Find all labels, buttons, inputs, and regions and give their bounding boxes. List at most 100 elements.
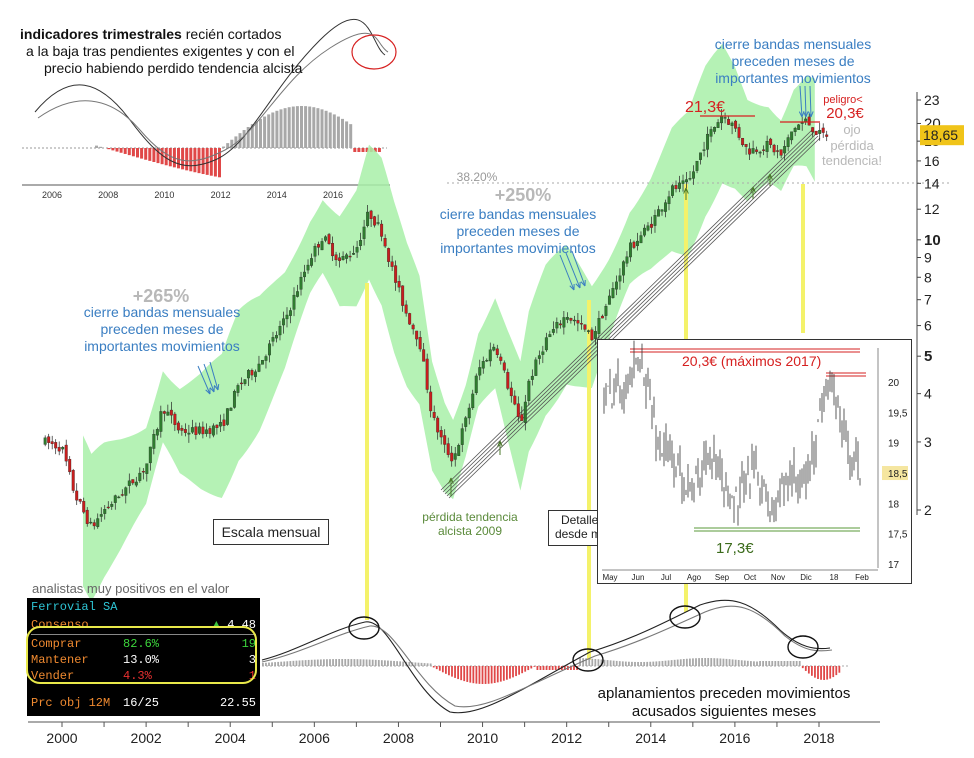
candle-body (103, 509, 107, 514)
quarterly-histogram-bar (197, 148, 201, 174)
oscillator-histogram-bar (826, 666, 829, 680)
oscillator-histogram-bar (573, 666, 575, 670)
oscillator-histogram-bar (740, 660, 743, 666)
oscillator-histogram-bar (524, 666, 527, 672)
candle-body (397, 281, 401, 288)
oscillator-histogram-bar (707, 658, 710, 666)
x-axis-tick-label: 2002 (131, 730, 162, 746)
candle-body (671, 185, 674, 196)
oscillator-histogram-bar (280, 661, 283, 666)
oscillator-histogram-bar (835, 666, 838, 676)
blue-arrow-icon (799, 85, 803, 118)
candle-body (278, 326, 282, 336)
sell-pct: 4.3% (123, 669, 152, 683)
candle-body (807, 116, 811, 126)
quarterly-histogram-bar (279, 109, 283, 148)
blue-arrow-icon (569, 283, 575, 291)
oscillator-histogram-bar (643, 661, 646, 666)
oscillator-histogram-bar (713, 658, 716, 666)
y-axis-tick-label: 10 (924, 232, 941, 249)
candle-body (650, 223, 653, 228)
oscillator-histogram-bar (268, 662, 270, 666)
oscillator-histogram-bar (408, 662, 411, 666)
oscillator-histogram-bar (512, 666, 514, 678)
buy-label: Comprar (31, 637, 82, 651)
candle-body (82, 501, 86, 513)
candle-body (513, 395, 517, 405)
candle-body (246, 370, 250, 379)
analyst-highlight-oval (26, 626, 257, 684)
candle-body (688, 178, 692, 180)
hold-pct: 13.0% (123, 653, 160, 667)
candle-body (120, 494, 124, 496)
oscillator-histogram-bar (563, 666, 566, 670)
candle-body (194, 426, 198, 435)
hold-count: 3 (248, 653, 256, 667)
candle-body (352, 253, 356, 255)
candle-body (394, 265, 398, 283)
candle-body (190, 427, 194, 433)
x-axis-tick-label: 2008 (383, 730, 414, 746)
inset-x-tick-label: Ago (687, 573, 702, 582)
bands-left-line3: importantes movimientos (84, 337, 240, 354)
flattening-circle (787, 635, 819, 659)
inset-y-tick-label: 17,5 (888, 530, 908, 541)
x-axis-tick-label: 2000 (46, 730, 77, 746)
candle-body (716, 122, 720, 128)
candle-body (541, 351, 545, 355)
y-axis-tick-label: 14 (924, 175, 940, 191)
candle-body (618, 275, 622, 282)
candle-body (218, 421, 222, 427)
oscillator-histogram-bar (326, 659, 328, 666)
oscillator-histogram-bar (502, 666, 505, 681)
blue-arrow-icon (209, 361, 219, 391)
blue-arrow-icon (203, 363, 215, 393)
quarterly-histogram-bar (332, 114, 336, 148)
oscillator-histogram-bar (469, 666, 472, 683)
quarterly-histogram-bar (287, 107, 291, 148)
candle-body (748, 148, 752, 155)
oscillator-histogram-bar (612, 660, 615, 666)
quarterly-histogram-bar (304, 106, 308, 148)
quarterly-histogram-bar (127, 148, 131, 156)
candle-body (134, 481, 138, 486)
candle-body (632, 241, 636, 248)
blue-arrow-icon (209, 385, 215, 393)
oscillator-histogram-bar (689, 658, 691, 666)
oscillator-histogram-bar (445, 666, 447, 674)
oscillator-histogram-bar (457, 666, 459, 680)
candle-body (289, 310, 292, 316)
x-axis-tick-label: 2004 (215, 730, 246, 746)
ojo-line1: ojo (843, 122, 861, 137)
oscillator-histogram-bar (792, 661, 795, 666)
candle-body (264, 356, 268, 361)
candle-body (611, 288, 615, 299)
candle-body (418, 337, 422, 350)
green-arrow-icon (683, 187, 689, 194)
bands-top-line2: preceden meses de (731, 52, 855, 69)
oscillator-histogram-bar (631, 661, 633, 666)
oscillator-histogram-bar (362, 659, 365, 666)
oscillator-histogram-bar (807, 666, 810, 674)
analysts-caption: analistas muy positivos en el valor (32, 581, 230, 596)
candle-body (685, 179, 688, 183)
candle-body (380, 223, 384, 237)
candle-body (432, 412, 436, 418)
candle-body (523, 401, 527, 423)
oscillator-histogram-bar (814, 666, 816, 678)
candle-body (793, 127, 797, 132)
candle-body (446, 443, 450, 455)
quarterly-histogram-bar (254, 121, 258, 148)
quarterly-histogram-bar (144, 148, 148, 160)
oscillator-histogram-bar (692, 658, 694, 666)
oscillator-histogram-bar (338, 659, 341, 666)
candle-body (506, 372, 510, 389)
candle-body (292, 294, 296, 310)
candle-body (57, 446, 61, 452)
oscillator-histogram-bar (353, 659, 356, 666)
quarterly-histogram-bar (218, 148, 221, 178)
oscillator-histogram-bar (292, 660, 295, 666)
candle-body (303, 271, 306, 278)
candle-body (124, 487, 128, 496)
oscillator-histogram-bar (640, 661, 642, 666)
